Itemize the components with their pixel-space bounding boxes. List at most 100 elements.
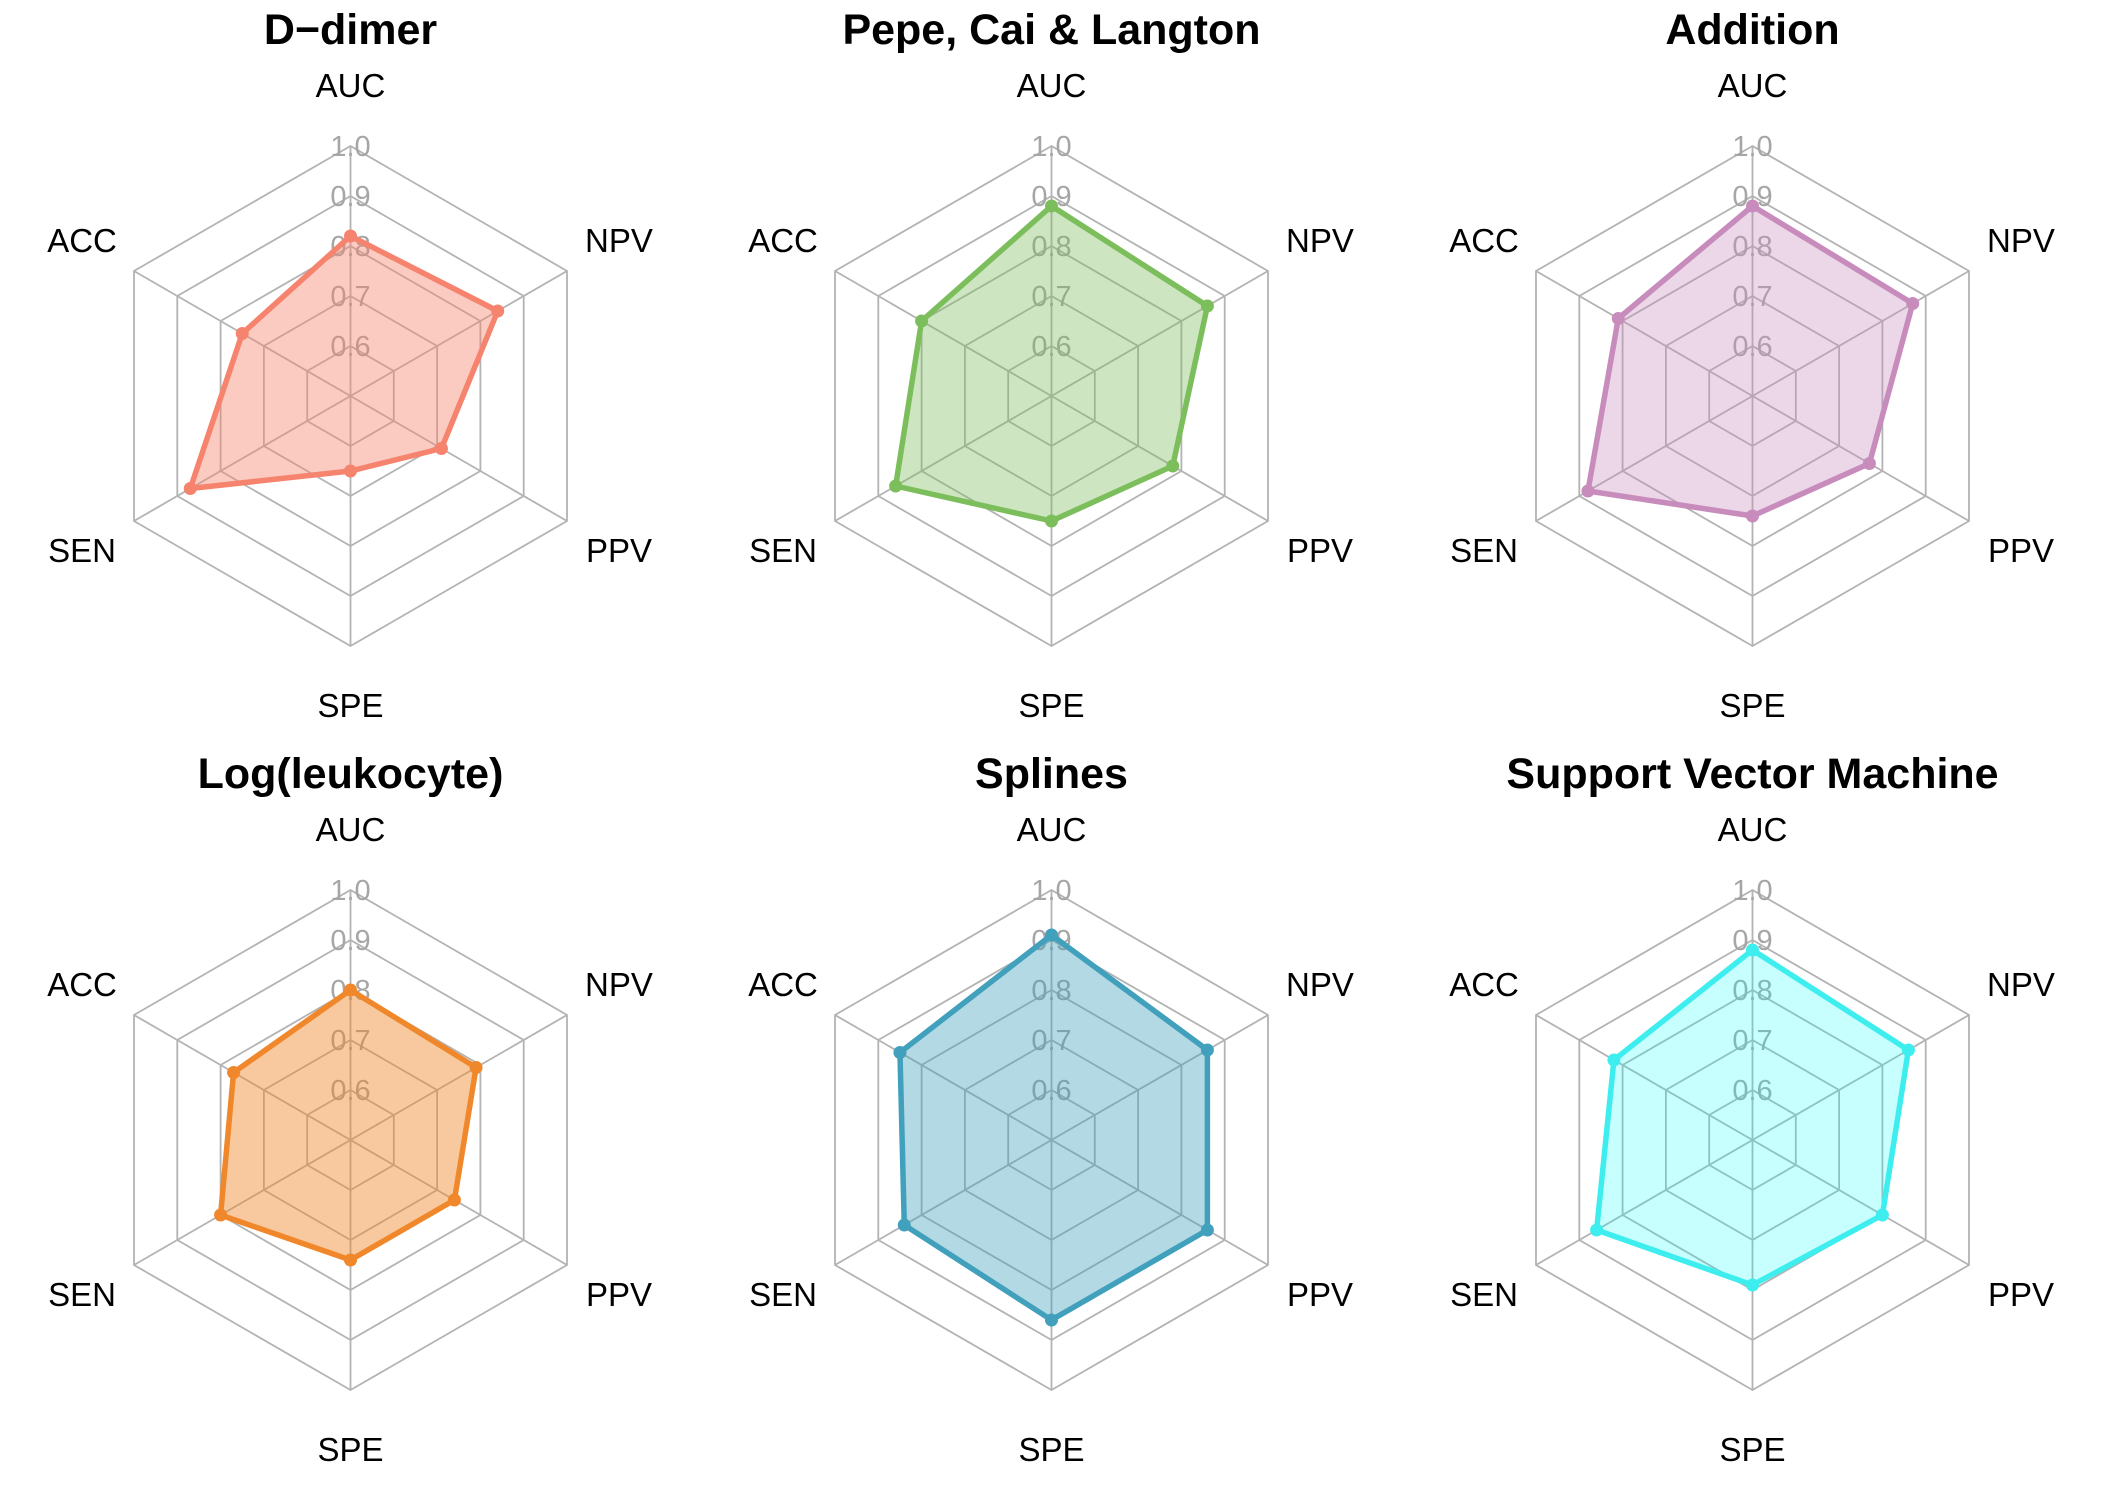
- chart-title: Addition: [1665, 6, 1839, 54]
- chart-title: Splines: [975, 750, 1128, 798]
- grid-spoke: [834, 395, 1052, 522]
- data-point: [1045, 1313, 1058, 1327]
- data-polygon: [187, 233, 501, 492]
- tick-label: 0.7: [1031, 281, 1071, 313]
- chart-title: Pepe, Cai & Langton: [842, 6, 1260, 54]
- grid-spoke: [1535, 395, 1753, 522]
- tick-label: 0.6: [1732, 331, 1772, 363]
- data-point: [1901, 1043, 1915, 1057]
- tick-label: 0.7: [1732, 281, 1772, 313]
- data-point: [1746, 1278, 1759, 1292]
- data-point: [447, 1193, 461, 1207]
- axis-label: SEN: [48, 1276, 116, 1313]
- data-point: [469, 1061, 483, 1074]
- panel-addition: 1.00.90.80.70.6AUCNPVPPVSPESENACCAdditio…: [1402, 0, 2103, 744]
- data-point: [434, 442, 448, 455]
- data-point: [344, 1253, 357, 1267]
- data-point: [915, 314, 929, 328]
- axis-label: SEN: [749, 532, 817, 569]
- data-polygon: [897, 932, 1211, 1323]
- grid-spoke: [350, 270, 568, 397]
- data-polygon: [1585, 203, 1916, 519]
- radar-chart: 1.00.90.80.70.6AUCNPVPPVSPESENACCPepe, C…: [748, 6, 1354, 724]
- data-point: [1166, 459, 1180, 473]
- axis-label: SPE: [317, 687, 383, 724]
- axis-label: SPE: [1018, 687, 1084, 724]
- grid-spoke: [133, 1014, 351, 1141]
- axis-label: SEN: [1450, 532, 1518, 569]
- axis-label: SPE: [1719, 1431, 1785, 1468]
- data-polygon: [892, 203, 1211, 524]
- axis-label: SEN: [1450, 1276, 1518, 1313]
- radar-chart: 1.00.90.80.70.6AUCNPVPPVSPESENACCSplines: [748, 750, 1354, 1468]
- axis-label: AUC: [1017, 811, 1087, 848]
- tick-label: 0.8: [1732, 975, 1772, 1007]
- data-point: [893, 1046, 907, 1059]
- axis-label: SPE: [1018, 1431, 1084, 1468]
- tick-label: 0.9: [330, 181, 370, 213]
- tick-label: 0.9: [330, 925, 370, 957]
- data-polygon: [1593, 947, 1912, 1288]
- tick-label: 1.0: [1732, 875, 1772, 907]
- grid-spoke: [1051, 395, 1269, 522]
- data-point: [1590, 1223, 1604, 1237]
- radar-chart: 1.00.90.80.70.6AUCNPVPPVSPESENACCD−dimer: [47, 6, 653, 724]
- tick-label: 0.7: [330, 1025, 370, 1057]
- axis-label: NPV: [1286, 222, 1354, 259]
- axis-label: NPV: [1987, 966, 2055, 1003]
- grid-spoke: [1535, 1139, 1753, 1266]
- data-point: [214, 1208, 228, 1222]
- axis-label: PPV: [1287, 532, 1353, 569]
- grid-spoke: [1752, 270, 1970, 397]
- grid-spoke: [1752, 395, 1970, 522]
- axis-label: ACC: [47, 222, 117, 259]
- data-point: [1045, 199, 1058, 213]
- tick-label: 1.0: [330, 131, 370, 163]
- axis-label: PPV: [1287, 1276, 1353, 1313]
- tick-label: 0.7: [330, 281, 370, 313]
- radar-chart: 1.00.90.80.70.6AUCNPVPPVSPESENACCAdditio…: [1449, 6, 2055, 724]
- tick-label: 0.6: [1031, 1075, 1071, 1107]
- data-point: [227, 1066, 241, 1079]
- axis-label: NPV: [1987, 222, 2055, 259]
- tick-label: 0.8: [1732, 231, 1772, 263]
- data-point: [897, 1218, 911, 1232]
- grid-spoke: [834, 1139, 1052, 1266]
- data-point: [491, 304, 505, 318]
- tick-label: 0.6: [1732, 1075, 1772, 1107]
- axis-label: NPV: [585, 222, 653, 259]
- grid-spoke: [834, 270, 1052, 397]
- grid-spoke: [350, 1014, 568, 1141]
- data-point: [1611, 312, 1625, 325]
- data-point: [1581, 484, 1595, 498]
- axis-label: SPE: [1719, 687, 1785, 724]
- data-point: [1200, 299, 1214, 313]
- data-point: [1045, 928, 1058, 942]
- axis-label: AUC: [1718, 67, 1788, 104]
- grid-spoke: [834, 1014, 1052, 1141]
- grid-spoke: [1752, 1139, 1970, 1266]
- panel-d-dimer: 1.00.90.80.70.6AUCNPVPPVSPESENACCD−dimer: [0, 0, 701, 744]
- data-point: [1045, 514, 1058, 528]
- axis-label: NPV: [585, 966, 653, 1003]
- tick-label: 0.6: [330, 331, 370, 363]
- grid-spoke: [1535, 1014, 1753, 1141]
- tick-label: 1.0: [1732, 131, 1772, 163]
- tick-label: 1.0: [1031, 875, 1071, 907]
- data-point: [1906, 297, 1920, 310]
- axis-label: SPE: [317, 1431, 383, 1468]
- axis-label: ACC: [1449, 966, 1519, 1003]
- axis-label: PPV: [1988, 1276, 2054, 1313]
- panel-support-vector-machine: 1.00.90.80.70.6AUCNPVPPVSPESENACCSupport…: [1402, 744, 2103, 1488]
- data-point: [344, 464, 357, 478]
- chart-title: Log(leukocyte): [198, 750, 504, 798]
- panel-log-leukocyte: 1.00.90.80.70.6AUCNPVPPVSPESENACCLog(leu…: [0, 744, 701, 1488]
- chart-title: Support Vector Machine: [1506, 750, 1998, 798]
- data-point: [183, 482, 197, 495]
- axis-label: NPV: [1286, 966, 1354, 1003]
- axis-label: ACC: [748, 966, 818, 1003]
- grid-spoke: [1051, 1014, 1269, 1141]
- radar-chart: 1.00.90.80.70.6AUCNPVPPVSPESENACCSupport…: [1449, 750, 2055, 1468]
- data-point: [1746, 943, 1759, 957]
- tick-label: 1.0: [330, 875, 370, 907]
